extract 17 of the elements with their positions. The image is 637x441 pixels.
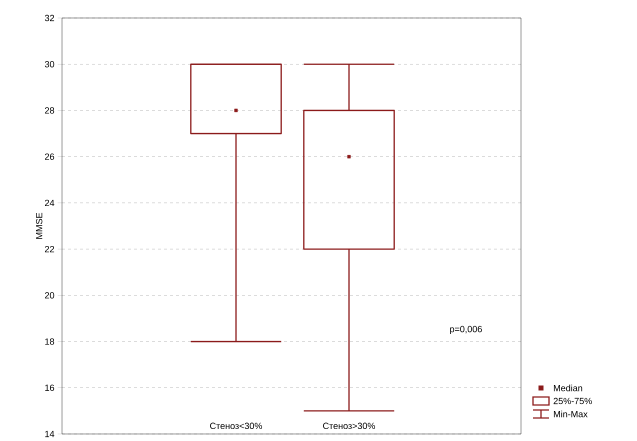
y-tick-label: 32 — [44, 14, 54, 22]
text: Min-Max — [554, 410, 588, 418]
y-tick-label: 16 — [45, 384, 54, 391]
x-tick-label: Стеноз>30% — [323, 422, 376, 430]
y-tick-label: 20 — [44, 292, 54, 299]
y-tick-label: 18 — [45, 338, 54, 345]
y-tick-label: 24 — [44, 200, 54, 206]
text: Median — [554, 384, 582, 392]
y-tick-label: 30 — [44, 61, 54, 68]
annotation: p=0,006 — [450, 326, 482, 334]
y-tick-label: 28 — [44, 107, 54, 114]
y-tick-label: 14 — [45, 430, 54, 438]
y-tick-label: 22 — [44, 246, 54, 252]
y-tick-label: 26 — [44, 153, 54, 160]
y-axis-title: MMSE — [36, 212, 42, 239]
x-tick-label: Стеноз<30% — [210, 422, 262, 430]
text: 25%-75% — [554, 398, 592, 404]
